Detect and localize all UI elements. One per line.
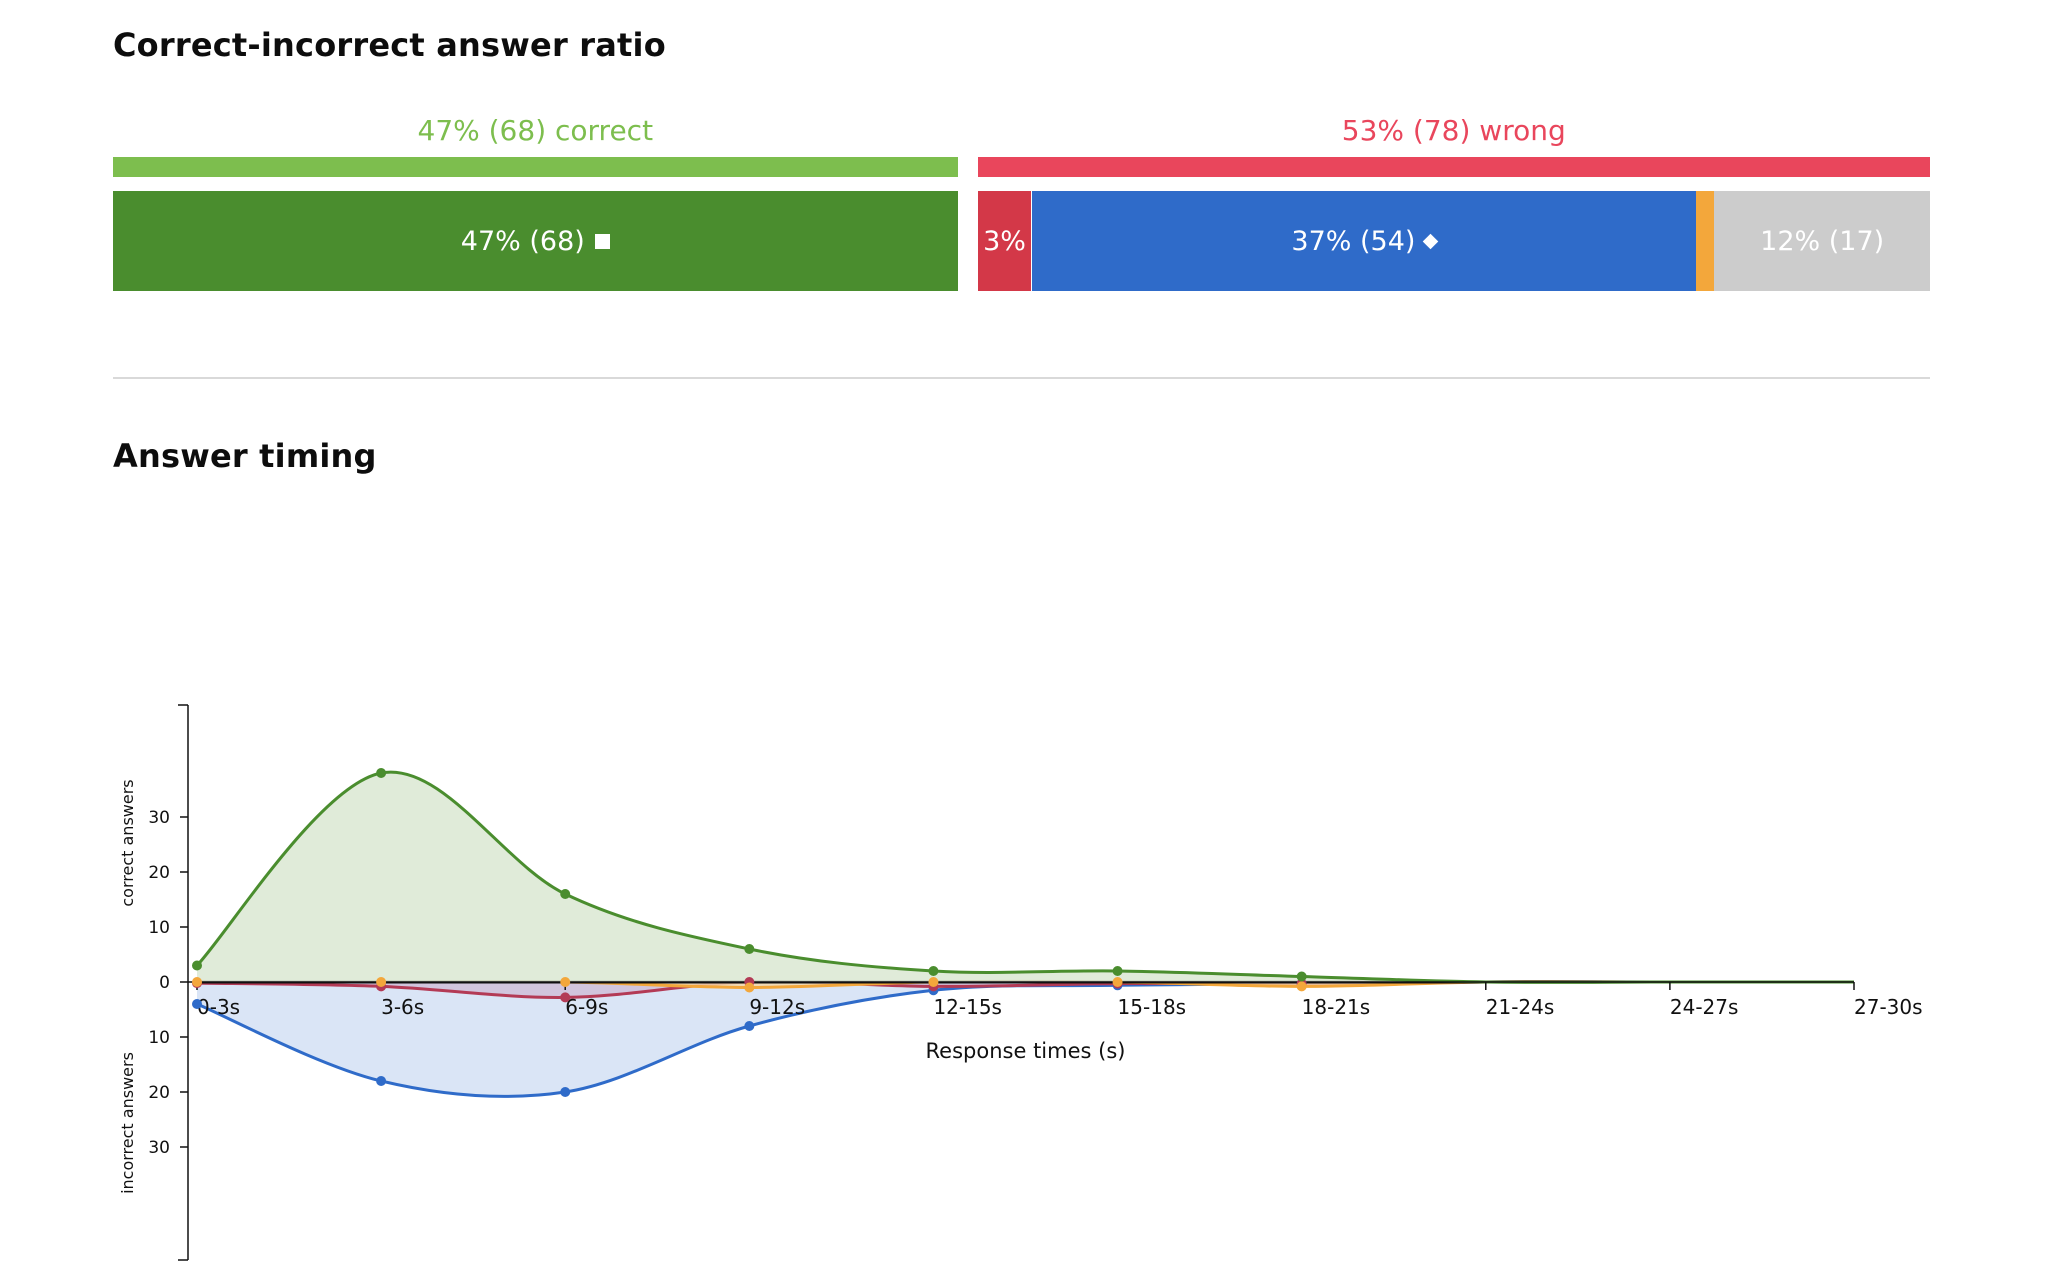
y-tick-label: 10	[148, 1028, 170, 1048]
data-point	[744, 982, 755, 993]
segment-label: 37% (54)	[1291, 225, 1416, 257]
data-point	[376, 1076, 387, 1086]
data-point	[744, 1021, 755, 1031]
data-point	[376, 768, 387, 778]
y-tick-label: 0	[159, 973, 170, 993]
data-point	[1112, 966, 1123, 976]
data-point	[1296, 981, 1307, 992]
x-tick-label: 21-24s	[1486, 995, 1555, 1019]
y-tick-label: 10	[148, 918, 170, 938]
square-icon	[594, 233, 610, 249]
data-point	[560, 992, 571, 1003]
data-point	[1296, 971, 1307, 982]
ratio-title: Correct-incorrect answer ratio	[113, 26, 666, 64]
data-point	[192, 999, 202, 1009]
y-tick-label: 30	[148, 808, 170, 828]
answer-segment: 12% (17)	[1714, 191, 1930, 291]
data-point	[928, 977, 939, 987]
wrong-summary-bar	[977, 157, 1930, 177]
y-axis-label-incorrect: incorrect answers	[118, 1052, 137, 1194]
data-point	[1112, 977, 1123, 987]
segment-label: 12% (17)	[1760, 225, 1885, 257]
data-point	[376, 977, 387, 987]
x-tick-label: 3-6s	[381, 995, 424, 1019]
data-point	[928, 966, 939, 976]
answer-segment: 47% (68)	[113, 191, 958, 291]
x-tick-label: 24-27s	[1670, 995, 1739, 1019]
incorrect-series-0-area	[197, 981, 1854, 1097]
x-tick-label: 6-9s	[565, 995, 608, 1019]
segment-label: 3%	[983, 225, 1026, 257]
y-axis-label-correct: correct answers	[118, 779, 137, 906]
correct-summary-bar	[113, 157, 958, 177]
correct-summary-label: 47% (68) correct	[417, 114, 654, 147]
data-point	[192, 960, 202, 971]
data-point	[560, 889, 571, 899]
wrong-summary-label: 53% (78) wrong	[1341, 114, 1566, 147]
data-point	[560, 1087, 571, 1097]
data-point	[560, 977, 571, 987]
answer-segment	[1696, 191, 1715, 291]
answer-segment: 37% (54)	[1031, 191, 1697, 291]
x-tick-label: 27-30s	[1854, 995, 1923, 1019]
section-divider	[113, 377, 1930, 379]
data-point	[744, 944, 755, 954]
y-tick-label: 30	[148, 1138, 170, 1158]
timing-title: Answer timing	[113, 437, 377, 475]
x-tick-label: 18-21s	[1302, 995, 1371, 1019]
answer-segment: 3%	[977, 191, 1032, 291]
segment-label: 47% (68)	[460, 225, 585, 257]
x-tick-label: 9-12s	[749, 995, 805, 1019]
data-point	[192, 977, 202, 987]
x-tick-label: 15-18s	[1118, 995, 1187, 1019]
correct-series-0-area	[197, 772, 1854, 983]
x-axis-label: Response times (s)	[926, 1039, 1126, 1063]
x-tick-label: 12-15s	[933, 995, 1002, 1019]
x-tick-label: 0-3s	[197, 995, 240, 1019]
y-tick-label: 20	[148, 863, 170, 883]
y-tick-label: 20	[148, 1083, 170, 1103]
